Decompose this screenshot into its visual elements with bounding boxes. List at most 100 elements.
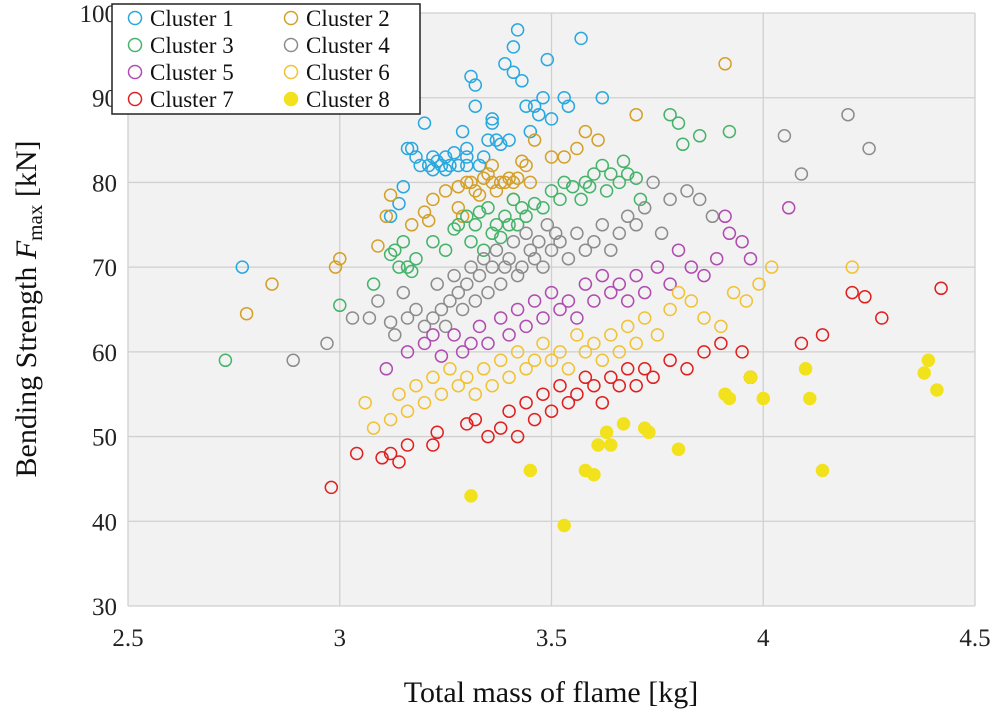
cluster-5-point	[519, 319, 533, 334]
cluster-1-point	[392, 196, 406, 211]
cluster-6-point	[637, 311, 652, 325]
cluster-1-point	[523, 124, 538, 139]
cluster-3-point	[510, 218, 525, 232]
cluster-1-point	[506, 65, 521, 80]
cluster-7-point	[383, 446, 398, 461]
cluster-1-point	[383, 209, 398, 224]
cluster-6-point	[650, 328, 665, 342]
cluster-1-point	[476, 150, 491, 164]
cluster-1-point	[485, 116, 499, 130]
cluster-3-point	[629, 171, 643, 185]
cluster-4-point	[523, 243, 538, 257]
legend-label-cluster-2: Cluster 2	[306, 6, 390, 31]
cluster-3-point	[400, 260, 415, 274]
cluster-4-point	[692, 192, 707, 207]
cluster-7-point	[468, 412, 483, 427]
cluster-2-point	[417, 205, 432, 219]
cluster-8-point	[599, 425, 614, 440]
cluster-5-point	[472, 319, 487, 334]
cluster-8-point	[557, 518, 571, 533]
cluster-6-point	[620, 319, 635, 334]
cluster-4-point	[646, 175, 660, 190]
cluster-6-point	[409, 378, 423, 393]
cluster-1-point	[498, 57, 512, 71]
cluster-3-point	[599, 184, 614, 198]
cluster-3-point	[612, 175, 627, 190]
cluster-2-point	[629, 107, 643, 122]
cluster-7-point	[612, 378, 627, 393]
cluster-6-point	[485, 378, 499, 393]
cluster-4-point	[540, 218, 555, 232]
cluster-6-point	[752, 277, 766, 291]
cluster-5-point	[502, 328, 516, 342]
cluster-1-point	[515, 74, 529, 88]
cluster-3-point	[493, 230, 508, 245]
cluster-2-point	[515, 154, 529, 169]
cluster-1-point	[527, 99, 542, 113]
cluster-3-point	[468, 218, 483, 232]
legend-marker-cluster-8	[283, 91, 299, 107]
cluster-3-point	[218, 353, 233, 368]
x-tick-labels: 2.5 3 3.5 4 4.5	[112, 625, 990, 652]
cluster-1-point	[561, 99, 576, 113]
cluster-8-point	[722, 391, 737, 406]
cluster-5-point	[612, 277, 627, 291]
cluster-3-point	[438, 243, 453, 257]
cluster-1-point	[460, 141, 474, 156]
cluster-6-point	[714, 319, 728, 334]
cluster-8-point	[803, 391, 817, 406]
cluster-4-point	[430, 277, 444, 291]
cluster-5-point	[709, 251, 724, 266]
cluster-4-point	[637, 201, 652, 215]
cluster-7-point	[735, 345, 749, 359]
cluster-6-point	[358, 395, 372, 410]
cluster-1-point	[438, 162, 453, 177]
cluster-2-point	[591, 133, 605, 147]
cluster-7-point	[349, 446, 364, 461]
cluster-2-point	[510, 171, 525, 185]
cluster-7-point	[875, 311, 889, 325]
cluster-3-point	[604, 167, 618, 181]
cluster-5-point	[493, 311, 508, 325]
x-tick-label: 3	[334, 625, 347, 652]
cluster-4-point	[680, 184, 694, 198]
cluster-1-point	[400, 141, 415, 156]
cluster-3-point	[515, 201, 529, 215]
cluster-7-point	[553, 378, 567, 393]
cluster-1-point	[502, 133, 516, 147]
cluster-6-point	[468, 387, 483, 401]
cluster-3-point	[616, 154, 631, 169]
cluster-1-point	[455, 124, 470, 139]
cluster-2-point	[464, 175, 478, 190]
cluster-3-point	[451, 218, 466, 232]
y-axis-title: Bending Strength Fmax [kN]	[10, 141, 47, 478]
cluster-6-point	[612, 345, 627, 359]
cluster-1-point	[468, 99, 483, 113]
cluster-6-point	[451, 378, 466, 393]
cluster-4-point	[409, 302, 423, 317]
cluster-4-point	[362, 311, 377, 325]
cluster-4-point	[561, 251, 576, 266]
cluster-1-point	[409, 150, 423, 164]
y-tick-label: 60	[92, 340, 117, 367]
cluster-7-point	[578, 370, 593, 385]
cluster-5-point	[426, 328, 440, 342]
cluster-5-point	[447, 328, 461, 342]
y-tick-label: 30	[92, 594, 117, 621]
cluster-1-point	[451, 158, 466, 173]
cluster-3-point	[366, 277, 381, 291]
series-3	[218, 107, 737, 368]
cluster-5-point	[544, 285, 559, 300]
cluster-3-point	[595, 158, 610, 173]
cluster-1-point	[595, 90, 610, 105]
cluster-6-point	[383, 412, 398, 427]
cluster-5-point	[595, 268, 610, 283]
cluster-7-point	[430, 425, 444, 440]
cluster-7-point	[794, 336, 809, 351]
cluster-6-point	[561, 362, 576, 376]
cluster-5-point	[481, 336, 495, 351]
cluster-3-point	[502, 218, 516, 232]
cluster-4-point	[498, 260, 512, 274]
